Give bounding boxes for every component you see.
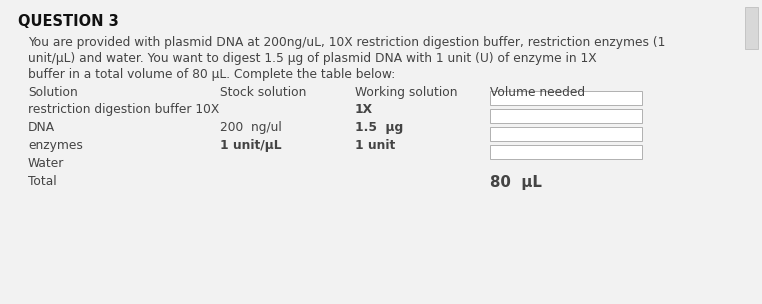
Text: 1 unit: 1 unit [355, 139, 395, 152]
Text: QUESTION 3: QUESTION 3 [18, 14, 119, 29]
Text: Solution: Solution [28, 86, 78, 99]
Text: Stock solution: Stock solution [220, 86, 306, 99]
Text: 1 unit/μL: 1 unit/μL [220, 139, 282, 152]
Text: enzymes: enzymes [28, 139, 83, 152]
Text: Total: Total [28, 175, 56, 188]
FancyBboxPatch shape [490, 91, 642, 105]
Text: DNA: DNA [28, 121, 55, 134]
FancyBboxPatch shape [745, 7, 758, 49]
Text: unit/μL) and water. You want to digest 1.5 μg of plasmid DNA with 1 unit (U) of : unit/μL) and water. You want to digest 1… [28, 52, 597, 65]
Text: Working solution: Working solution [355, 86, 457, 99]
Text: 80  μL: 80 μL [490, 175, 542, 190]
FancyBboxPatch shape [490, 109, 642, 123]
Text: restriction digestion buffer 10X: restriction digestion buffer 10X [28, 103, 219, 116]
Text: 1X: 1X [355, 103, 373, 116]
Text: You are provided with plasmid DNA at 200ng/uL, 10X restriction digestion buffer,: You are provided with plasmid DNA at 200… [28, 36, 665, 49]
Text: buffer in a total volume of 80 μL. Complete the table below:: buffer in a total volume of 80 μL. Compl… [28, 68, 395, 81]
Text: 1.5  μg: 1.5 μg [355, 121, 403, 134]
Text: Water: Water [28, 157, 64, 170]
Text: Volume needed: Volume needed [490, 86, 585, 99]
Text: 200  ng/ul: 200 ng/ul [220, 121, 282, 134]
FancyBboxPatch shape [490, 127, 642, 141]
FancyBboxPatch shape [490, 145, 642, 159]
